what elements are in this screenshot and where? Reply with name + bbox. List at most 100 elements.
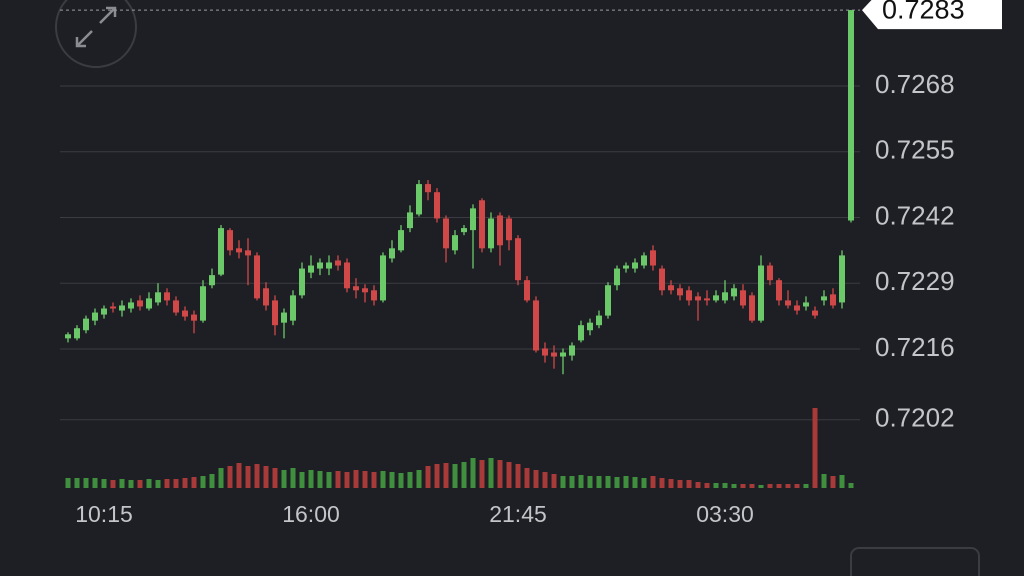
candle-body — [470, 208, 476, 231]
candle-body — [155, 292, 161, 303]
volume-bar — [119, 479, 125, 488]
volume-bar — [362, 471, 368, 488]
volume-bar — [398, 473, 404, 488]
y-tick-label: 0.7229 — [875, 266, 955, 296]
candle-body — [146, 298, 152, 309]
candle-body — [497, 215, 503, 246]
candle-body — [542, 348, 548, 356]
expand-button[interactable] — [55, 0, 137, 68]
volume-bar — [65, 478, 71, 488]
volume-bar — [848, 483, 854, 488]
volume-bar — [542, 472, 548, 488]
volume-bar — [659, 478, 665, 488]
candle-body — [848, 10, 854, 221]
volume-bar — [317, 471, 323, 488]
candle-body — [785, 300, 791, 306]
volume-bar — [803, 484, 809, 488]
volume-bar — [470, 458, 476, 488]
volume-bar — [236, 463, 242, 488]
candle-body — [461, 228, 467, 233]
candle-body — [308, 265, 314, 273]
y-tick-label: 0.7202 — [875, 403, 955, 433]
candle-body — [272, 300, 278, 326]
candle-body — [218, 228, 224, 275]
candle-body — [227, 230, 233, 251]
volume-bar — [767, 484, 773, 488]
volume-bar — [578, 475, 584, 488]
volume-bar — [524, 468, 530, 488]
volume-bar — [407, 472, 413, 488]
volume-bar — [533, 470, 539, 488]
candle-body — [245, 250, 251, 256]
candle-body — [596, 315, 602, 326]
volume-bar — [155, 480, 161, 488]
bottom-button[interactable] — [850, 547, 980, 576]
volume-bar — [326, 472, 332, 488]
candle-body — [713, 295, 719, 301]
candle-body — [803, 302, 809, 307]
candle-body — [101, 308, 107, 315]
candle-body — [767, 265, 773, 281]
candle-body — [425, 184, 431, 193]
price-tag: 0.7283 — [862, 0, 1002, 30]
candle-body — [290, 295, 296, 321]
volume-bar — [695, 482, 701, 488]
candle-body — [362, 288, 368, 293]
y-tick-label: 0.7242 — [875, 200, 955, 230]
volume-bar — [416, 470, 422, 488]
candle-body — [326, 262, 332, 269]
candle-body — [776, 280, 782, 301]
x-tick-label: 10:15 — [75, 501, 133, 527]
volume-bar — [641, 478, 647, 488]
volume-bar — [677, 480, 683, 488]
volume-bar — [461, 462, 467, 488]
volume-bar — [650, 476, 656, 488]
candle-body — [560, 352, 566, 357]
volume-bar — [569, 476, 575, 488]
volume-bar — [344, 472, 350, 488]
candle-body — [200, 286, 206, 321]
candle-body — [128, 302, 134, 309]
y-tick-label: 0.7216 — [875, 332, 955, 362]
candle-body — [650, 250, 656, 266]
volume-bar — [308, 470, 314, 488]
candle-body — [488, 218, 494, 249]
candle-body — [281, 312, 287, 323]
candle-body — [551, 352, 557, 357]
volume-bar — [704, 483, 710, 488]
volume-bar — [596, 476, 602, 488]
candle-body — [578, 325, 584, 341]
x-tick-label: 03:30 — [696, 501, 754, 527]
candle-body — [209, 275, 215, 286]
volume-bar — [785, 484, 791, 488]
volume-bar — [173, 479, 179, 488]
volume-bar — [839, 475, 845, 488]
volume-bar — [497, 460, 503, 488]
expand-circle — [55, 0, 137, 68]
volume-bar — [263, 466, 269, 488]
candle-body — [254, 255, 260, 299]
candle-body — [164, 292, 170, 301]
volume-bar — [632, 477, 638, 488]
volume-bar — [353, 470, 359, 488]
candle-body — [758, 265, 764, 321]
volume-bar — [299, 472, 305, 488]
volume-bar — [335, 471, 341, 488]
candle-body — [704, 298, 710, 301]
candle-body — [569, 345, 575, 356]
candle-body — [191, 314, 197, 321]
volume-bar — [146, 479, 152, 488]
candle-body — [443, 218, 449, 249]
volume-bar — [389, 472, 395, 488]
price-tag-label: 0.7283 — [882, 0, 965, 24]
candle-body — [587, 322, 593, 331]
volume-bar — [83, 478, 89, 488]
candle-body — [137, 300, 143, 307]
candle-body — [740, 290, 746, 306]
candle-body — [335, 260, 341, 266]
candle-body — [722, 292, 728, 301]
volume-bar — [281, 470, 287, 488]
volume-bar — [812, 408, 818, 488]
candle-body — [614, 268, 620, 286]
volume-bar — [686, 480, 692, 488]
